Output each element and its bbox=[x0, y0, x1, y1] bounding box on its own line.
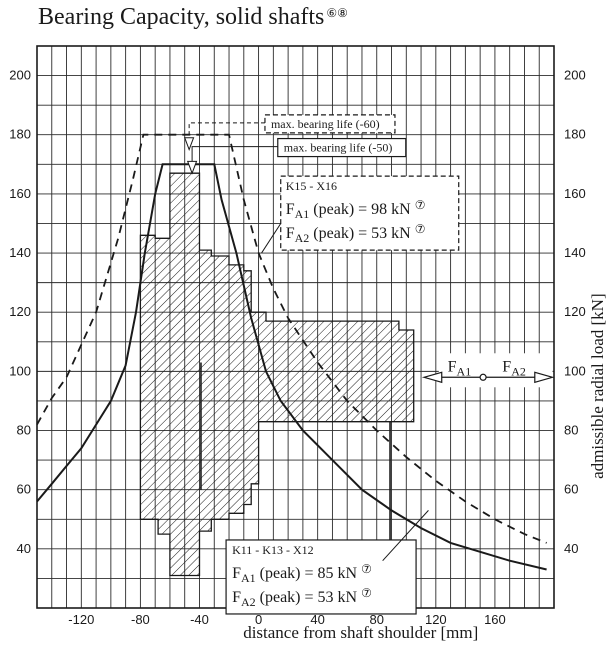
axial-force-arrow-left bbox=[421, 371, 443, 384]
x-tick-label: -120 bbox=[68, 612, 94, 627]
x-tick-label: 80 bbox=[370, 612, 384, 627]
footnote-markers: ⑥⑧ bbox=[326, 6, 348, 20]
x-tick-label: 0 bbox=[255, 612, 262, 627]
y-tick-label-left: 40 bbox=[17, 541, 31, 556]
life-50-box bbox=[277, 137, 407, 158]
chart-title: Bearing Capacity, solid shafts ⑥⑧ bbox=[38, 4, 348, 31]
y-tick-label-right: 160 bbox=[564, 186, 586, 201]
life-60-label: max. bearing life (-60) bbox=[271, 117, 380, 131]
life-60-box bbox=[264, 114, 396, 134]
life-50-label: max. bearing life (-50) bbox=[284, 141, 393, 155]
x-tick-label: -40 bbox=[190, 612, 209, 627]
x-axis-label: distance from shaft shoulder [mm] bbox=[243, 623, 478, 642]
y-tick-label-right: 140 bbox=[564, 245, 586, 260]
x-tick-label: -80 bbox=[131, 612, 150, 627]
y-tick-label-right: 180 bbox=[564, 127, 586, 142]
y-tick-label-left: 100 bbox=[9, 363, 31, 378]
y-tick-label-left: 80 bbox=[17, 423, 31, 438]
y-tick-label-right: 80 bbox=[564, 423, 578, 438]
curves-layer bbox=[36, 133, 547, 571]
upper-box-leader bbox=[261, 223, 282, 254]
hatched-region bbox=[139, 172, 415, 577]
x-tick-label: 40 bbox=[310, 612, 324, 627]
x-tick-label: 120 bbox=[425, 612, 447, 627]
lower-box-leader bbox=[382, 510, 429, 562]
series-line-solid bbox=[36, 163, 547, 571]
y-axis-label: admissible radial load [kN] bbox=[588, 293, 607, 479]
axial-force-background bbox=[438, 353, 553, 388]
hatched-region-layer bbox=[139, 172, 415, 577]
upper-box-fa2: FA2 (peak) = 53 kN ⑦ bbox=[286, 222, 426, 245]
annotations: max. bearing life (-60) max. bearing life… bbox=[183, 114, 555, 615]
y-tick-label-right: 100 bbox=[564, 363, 586, 378]
y-tick-label-right: 60 bbox=[564, 482, 578, 497]
axial-force-label-right: FA2 bbox=[502, 358, 526, 378]
life-60-arrow bbox=[183, 137, 195, 151]
y-tick-label-right: 40 bbox=[564, 541, 578, 556]
life-60-leader bbox=[188, 122, 265, 141]
lower-box-fa1: FA1 (peak) = 85 kN ⑦ bbox=[232, 562, 372, 585]
y-tick-label-left: 200 bbox=[9, 68, 31, 83]
life-50-leader bbox=[191, 146, 278, 165]
lower-box-title: K11 - K13 - X12 bbox=[232, 543, 314, 557]
y-tick-label-left: 180 bbox=[9, 127, 31, 142]
y-tick-label-left: 160 bbox=[9, 186, 31, 201]
y-tick-label-right: 200 bbox=[564, 68, 586, 83]
life-50-arrow bbox=[186, 160, 198, 175]
tick-labels: 40 40 60 60 80 80 100 100 120 120 140 140 160 160 180 1… bbox=[9, 68, 607, 642]
y-tick-label-left: 140 bbox=[9, 245, 31, 260]
chart-title-text: Bearing Capacity, solid shafts bbox=[38, 4, 325, 30]
upper-box-fa1: FA1 (peak) = 98 kN ⑦ bbox=[286, 198, 426, 221]
upper-box bbox=[280, 175, 460, 251]
axial-force-label-left: FA1 bbox=[448, 358, 472, 378]
lower-box bbox=[225, 539, 417, 615]
x-tick-label: 160 bbox=[484, 612, 506, 627]
upper-box-title: K15 - X16 bbox=[286, 179, 337, 193]
y-tick-label-right: 120 bbox=[564, 304, 586, 319]
y-tick-label-left: 60 bbox=[17, 482, 31, 497]
lower-box-fa2: FA2 (peak) = 53 kN ⑦ bbox=[232, 586, 372, 609]
axial-force-point bbox=[479, 373, 487, 381]
y-tick-label-left: 120 bbox=[9, 304, 31, 319]
axial-force-arrow-right bbox=[534, 371, 555, 384]
